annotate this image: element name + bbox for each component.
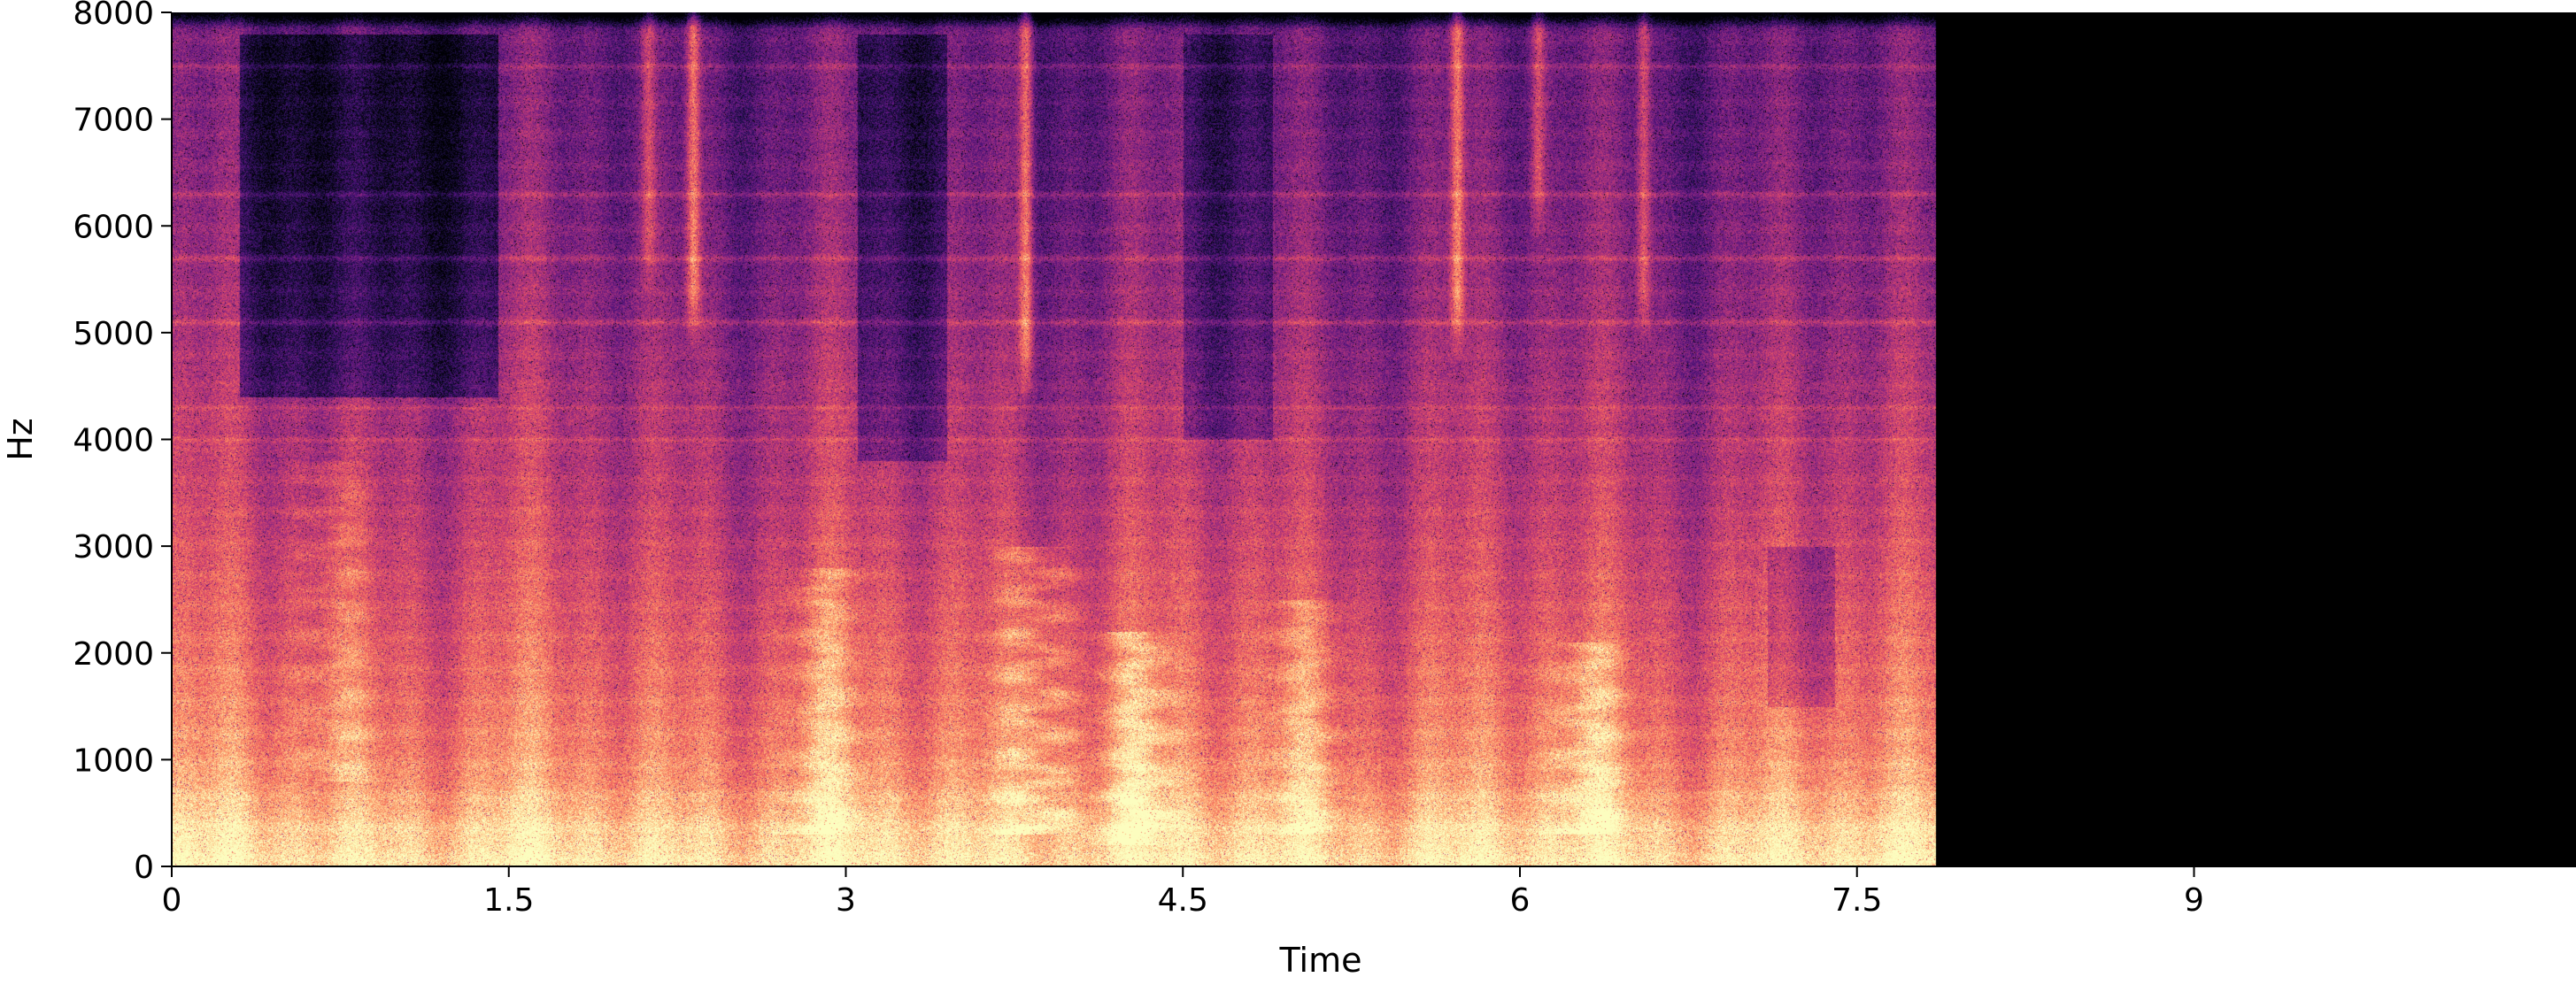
y-tick-label: 6000 — [73, 209, 154, 245]
y-axis-label: Hz — [1, 418, 40, 461]
x-tick-label: 3 — [836, 882, 856, 919]
x-tick-label: 4.5 — [1158, 882, 1208, 919]
x-tick-label: 9 — [2184, 882, 2204, 919]
y-tick-label: 0 — [134, 850, 154, 886]
y-tick-label: 1000 — [73, 743, 154, 779]
y-tick-label: 5000 — [73, 316, 154, 352]
spectrogram-heatmap — [172, 12, 2576, 866]
x-tick-label: 0 — [162, 882, 182, 919]
y-tick-label: 8000 — [73, 0, 154, 32]
x-tick-label: 7.5 — [1832, 882, 1882, 919]
x-tick-label: 1.5 — [483, 882, 534, 919]
y-tick-label: 3000 — [73, 529, 154, 566]
y-tick-label: 2000 — [73, 636, 154, 673]
x-axis: 0 1.5 3 4.5 6 7.5 9 — [162, 866, 2204, 919]
x-tick-label: 6 — [1510, 882, 1531, 919]
y-axis: 0 1000 2000 3000 4000 5000 6000 7000 8000 — [73, 0, 172, 886]
y-tick-label: 7000 — [73, 103, 154, 139]
y-tick-label: 4000 — [73, 423, 154, 459]
heatmap-container — [172, 12, 2576, 866]
x-axis-label: Time — [1279, 941, 1362, 980]
